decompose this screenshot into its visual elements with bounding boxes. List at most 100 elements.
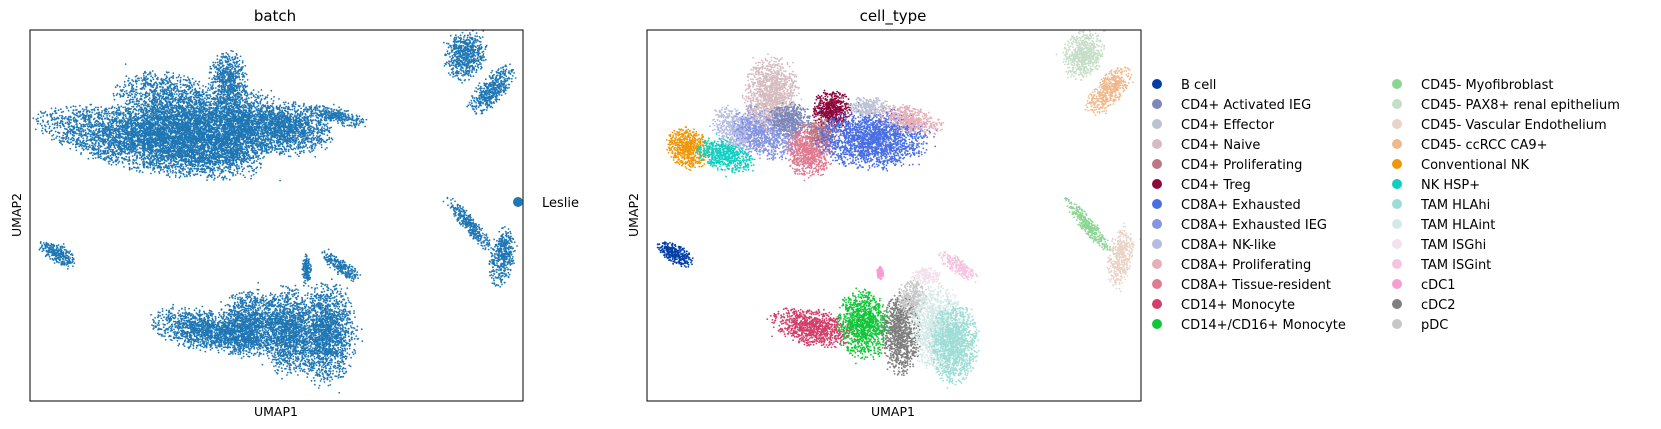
umap-point: [187, 167, 190, 169]
umap-point: [96, 133, 98, 136]
umap-point: [128, 140, 131, 143]
umap-point: [85, 106, 87, 108]
umap-point: [98, 127, 101, 130]
umap-point: [171, 166, 174, 169]
umap-point: [61, 118, 64, 120]
umap-point: [105, 157, 108, 160]
umap-point: [117, 131, 120, 134]
umap-point: [74, 114, 77, 116]
umap-point: [138, 171, 141, 173]
umap-point: [97, 155, 100, 158]
umap-point: [217, 163, 220, 166]
umap-point: [122, 157, 124, 160]
umap-point: [132, 166, 135, 169]
umap-point: [41, 127, 44, 130]
umap-point: [184, 175, 186, 178]
umap-point: [76, 112, 78, 114]
umap-point: [233, 169, 236, 172]
umap-point: [216, 166, 219, 169]
umap-point: [94, 113, 96, 115]
umap-point: [148, 158, 151, 161]
umap-point: [127, 151, 130, 154]
umap-point: [159, 162, 162, 165]
umap-point: [174, 176, 177, 178]
umap-point: [144, 130, 147, 133]
umap-point: [97, 108, 99, 111]
umap-point: [76, 123, 78, 125]
umap-point: [48, 127, 51, 129]
umap-point: [37, 120, 40, 123]
umap-point: [194, 80, 197, 83]
umap-point: [150, 172, 152, 175]
umap-point: [109, 155, 112, 157]
umap-point: [139, 153, 142, 156]
umap-point: [92, 154, 94, 157]
umap-point: [135, 149, 138, 152]
umap-point: [236, 170, 239, 173]
umap-point: [115, 136, 118, 138]
umap-point: [128, 163, 131, 166]
umap-point: [59, 126, 62, 129]
umap-point: [142, 151, 145, 153]
umap-point: [236, 172, 239, 175]
umap-point: [113, 146, 116, 149]
umap-point: [34, 128, 37, 131]
umap-point: [82, 144, 84, 147]
umap-point: [75, 109, 77, 111]
umap-point: [136, 163, 139, 165]
umap-point: [171, 171, 174, 174]
umap-point: [144, 149, 147, 152]
umap-point: [159, 154, 162, 157]
umap-point: [91, 147, 93, 150]
umap-point: [112, 124, 114, 127]
umap-point: [50, 130, 53, 132]
umap-point: [103, 130, 106, 133]
umap-point: [151, 70, 154, 72]
umap-point: [227, 163, 230, 166]
umap-point: [100, 157, 102, 160]
umap-point: [178, 170, 181, 173]
umap-point: [77, 142, 80, 145]
umap-point: [94, 139, 97, 142]
umap-point: [198, 80, 201, 83]
umap-point: [128, 168, 131, 171]
umap-point: [63, 117, 66, 120]
umap-point: [83, 142, 86, 145]
umap-point: [110, 163, 113, 166]
umap-point: [250, 177, 252, 180]
umap-point: [93, 131, 96, 134]
umap-point: [169, 171, 172, 173]
umap-point: [86, 135, 89, 138]
umap-point: [163, 148, 166, 150]
umap-point: [251, 167, 253, 170]
umap-point: [66, 107, 68, 110]
umap-point: [169, 150, 171, 153]
umap-point: [119, 125, 121, 128]
umap-point: [51, 123, 54, 126]
umap-point: [122, 136, 124, 139]
umap-point: [112, 161, 115, 164]
umap-point: [191, 165, 194, 168]
umap-point: [60, 142, 62, 145]
umap-point: [132, 161, 134, 164]
umap-point: [124, 115, 127, 118]
umap-point: [222, 178, 225, 181]
umap-point: [135, 131, 138, 134]
umap-point: [203, 152, 206, 155]
umap-point: [76, 128, 79, 131]
umap-point: [104, 141, 107, 144]
umap-point: [142, 144, 144, 147]
umap-point: [175, 168, 177, 171]
umap-point: [62, 138, 64, 140]
umap-point: [101, 127, 104, 130]
umap-point: [140, 158, 143, 161]
umap-point: [152, 160, 154, 163]
umap-point: [177, 163, 180, 165]
umap-point: [80, 123, 82, 126]
umap-point: [161, 156, 164, 158]
umap-point: [157, 154, 160, 156]
umap-point: [53, 138, 55, 141]
umap-point: [96, 124, 98, 127]
umap-point: [180, 167, 183, 170]
umap-point: [105, 156, 108, 159]
